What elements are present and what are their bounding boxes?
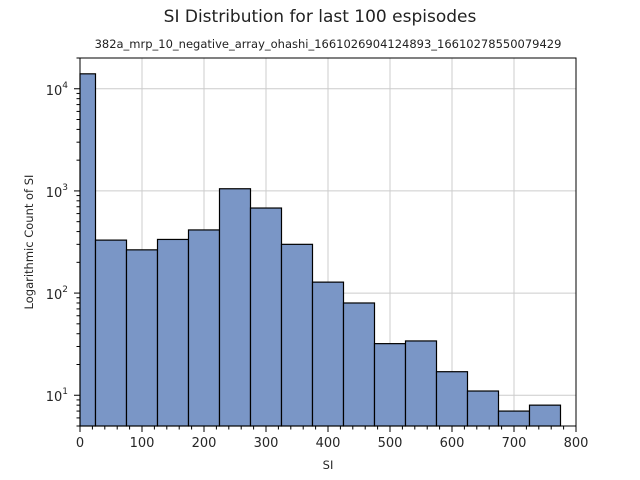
histogram-bar: [94, 239, 128, 427]
histogram-bar: [249, 207, 283, 427]
x-axis: 0 100 200 300 400 500 600 700 800: [76, 426, 589, 451]
histogram-bar: [187, 229, 221, 427]
x-tick-label: 800: [564, 436, 589, 451]
x-tick-label: 600: [440, 436, 465, 451]
histogram-bar: [156, 238, 190, 427]
histogram-bar: [218, 188, 252, 427]
histogram-bar: [342, 302, 376, 427]
histogram-bars: [79, 73, 562, 427]
x-tick-label: 200: [192, 436, 217, 451]
histogram-bar: [125, 249, 159, 427]
chart-title: SI Distribution for last 100 espisodes: [163, 7, 477, 27]
x-tick-label: 0: [76, 436, 84, 451]
x-tick-label: 100: [130, 436, 155, 451]
histogram-bar: [497, 410, 531, 427]
y-tick-label: 102: [46, 285, 68, 303]
histogram-bar: [466, 390, 500, 427]
histogram-bar: [404, 340, 438, 427]
histogram-bar: [79, 73, 97, 427]
x-tick-label: 300: [254, 436, 279, 451]
x-axis-label: SI: [323, 458, 334, 472]
y-tick-label: 103: [46, 183, 68, 201]
histogram-bar: [373, 343, 407, 427]
histogram-bar: [311, 281, 345, 427]
chart-subtitle: 382a_mrp_10_negative_array_ohashi_166102…: [94, 37, 562, 51]
x-tick-label: 400: [316, 436, 341, 451]
histogram-bar: [528, 404, 562, 427]
y-axis-label: Logarithmic Count of SI: [22, 175, 36, 310]
x-tick-label: 700: [502, 436, 527, 451]
y-tick-label: 101: [46, 387, 68, 405]
y-axis: 101 102 103 104: [46, 57, 80, 427]
histogram-bar: [435, 371, 469, 427]
x-tick-label: 500: [378, 436, 403, 451]
y-tick-label: 104: [46, 81, 69, 99]
histogram-bar: [280, 243, 314, 427]
